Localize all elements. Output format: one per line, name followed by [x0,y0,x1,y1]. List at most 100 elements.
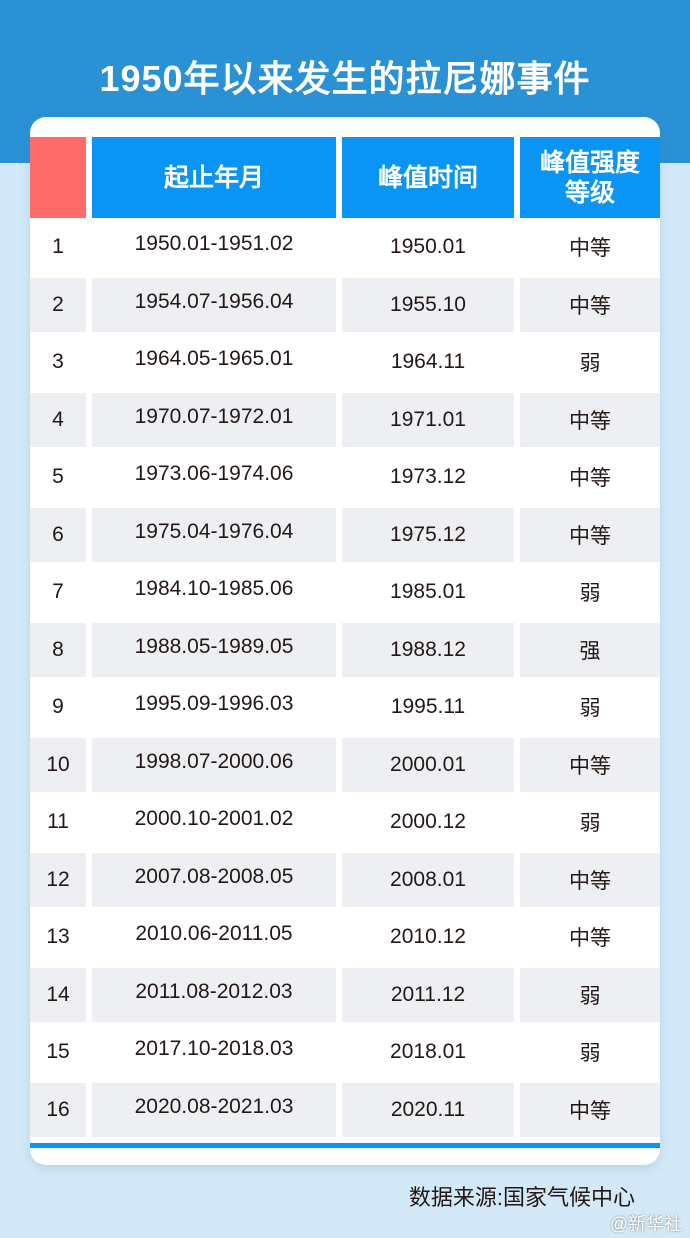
cell-intensity: 中等 [520,450,660,504]
cell-period-text: 2011.08-2012.03 [135,979,293,1003]
cell-peak-time: 1985.01 [342,565,514,619]
cell-peak-time-text: 2018.01 [390,1040,466,1063]
cell-intensity-text: 弱 [579,582,601,605]
cell-peak-time-text: 2011.12 [390,982,466,1006]
cell-intensity-text: 中等 [569,237,611,260]
cell-index-text: 5 [52,465,64,488]
cell-peak-time-text: 1995.11 [390,695,466,718]
cell-peak-time: 2011.12 [342,967,514,1022]
cell-index-text: 10 [46,752,70,776]
cell-period-text: 1954.07-1956.04 [134,289,294,313]
cell-intensity-text: 弱 [579,352,601,375]
cell-period-text: 1984.10-1985.06 [134,577,294,600]
cell-index: 4 [30,392,86,447]
cell-intensity: 弱 [520,967,660,1022]
cell-period: 2000.10-2001.02 [92,795,336,849]
cell-intensity-text: 强 [579,639,601,663]
cell-intensity: 中等 [520,392,660,447]
cell-peak-time-text: 2010.12 [390,925,466,948]
cell-period-text: 1995.09-1996.03 [134,692,294,715]
cell-period-text: 2000.10-2001.02 [134,807,294,830]
cell-index-text: 11 [47,810,69,833]
cell-peak-time-text: 2008.01 [390,867,466,891]
cell-index: 12 [30,852,86,907]
cell-period: 1973.06-1974.06 [92,450,336,504]
cell-peak-time: 1950.01 [342,220,514,274]
cell-period-text: 1964.05-1965.01 [134,347,294,370]
table-row: 13 2010.06-2011.05 2010.12 中等 [30,910,660,968]
cell-peak-time: 1995.11 [342,680,514,734]
cell-period: 2011.08-2012.03 [92,967,336,1022]
cell-period: 1975.04-1976.04 [92,507,336,562]
cell-intensity: 弱 [520,565,660,619]
cell-period: 1988.05-1989.05 [92,622,336,677]
cell-index-text: 3 [52,350,64,373]
cell-index-text: 16 [46,1097,70,1121]
table-row: 8 1988.05-1989.05 1988.12 强 [30,622,660,681]
cell-period-text: 1970.07-1972.01 [134,404,294,428]
cell-intensity: 中等 [520,910,660,964]
header-period: 起止年月 [92,137,336,218]
cell-intensity: 强 [520,622,660,677]
cell-intensity-text: 中等 [569,869,611,893]
cell-intensity-text: 弱 [579,984,601,1008]
cell-peak-time-text: 1973.12 [390,465,466,488]
cell-peak-time-text: 1971.01 [390,407,466,431]
cell-index: 13 [30,910,86,964]
cell-index: 2 [30,277,86,332]
cell-index: 5 [30,450,86,504]
cell-intensity: 中等 [520,1082,660,1137]
cell-period: 1970.07-1972.01 [92,392,336,447]
cell-index-text: 2 [52,292,64,316]
cell-period-text: 1973.06-1974.06 [134,462,294,485]
cell-index: 15 [30,1025,86,1079]
cell-period-text: 2017.10-2018.03 [134,1037,294,1060]
cell-intensity-text: 中等 [569,467,611,490]
cell-peak-time: 2008.01 [342,852,514,907]
table-row: 15 2017.10-2018.03 2018.01 弱 [30,1025,660,1083]
cell-period: 1995.09-1996.03 [92,680,336,734]
cell-period: 1984.10-1985.06 [92,565,336,619]
cell-intensity-text: 弱 [579,697,601,720]
table-row: 10 1998.07-2000.06 2000.01 中等 [30,737,660,796]
cell-index: 10 [30,737,86,792]
cell-period-text: 1988.05-1989.05 [134,634,294,658]
bottom-divider [30,1143,660,1148]
cell-intensity: 中等 [520,507,660,562]
cell-index-text: 13 [46,925,70,948]
cell-period: 2017.10-2018.03 [92,1025,336,1079]
header-index [30,137,86,218]
cell-intensity: 弱 [520,335,660,389]
cell-period: 2007.08-2008.05 [92,852,336,907]
table-row: 2 1954.07-1956.04 1955.10 中等 [30,277,660,336]
page-title: 1950年以来发生的拉尼娜事件 [99,58,591,99]
cell-peak-time: 1955.10 [342,277,514,332]
cell-intensity-text: 中等 [569,754,611,778]
header-peak-intensity-label: 峰值强度等级 [539,148,640,207]
cell-period-text: 2010.06-2011.05 [135,922,293,945]
table-row: 12 2007.08-2008.05 2008.01 中等 [30,852,660,911]
cell-index: 16 [30,1082,86,1137]
cell-index-text: 1 [52,235,64,258]
cell-index: 14 [30,967,86,1022]
cell-index-text: 12 [46,867,70,891]
cell-intensity-text: 中等 [569,294,611,318]
table-row: 6 1975.04-1976.04 1975.12 中等 [30,507,660,566]
cell-index: 9 [30,680,86,734]
cell-period-text: 1998.07-2000.06 [134,749,294,773]
cell-index: 3 [30,335,86,389]
table-row: 5 1973.06-1974.06 1973.12 中等 [30,450,660,508]
cell-intensity-text: 弱 [579,812,601,835]
table-row: 7 1984.10-1985.06 1985.01 弱 [30,565,660,623]
cell-peak-time-text: 1975.12 [390,522,466,546]
cell-period: 1950.01-1951.02 [92,220,336,274]
cell-index-text: 15 [46,1040,70,1063]
cell-intensity: 弱 [520,680,660,734]
header-peak-time: 峰值时间 [342,137,514,218]
cell-intensity: 中等 [520,277,660,332]
table-row: 14 2011.08-2012.03 2011.12 弱 [30,967,660,1026]
cell-peak-time-text: 2020.11 [390,1097,466,1121]
cell-period-text: 1950.01-1951.02 [134,232,294,255]
cell-index: 8 [30,622,86,677]
cell-intensity-text: 中等 [569,1099,611,1123]
